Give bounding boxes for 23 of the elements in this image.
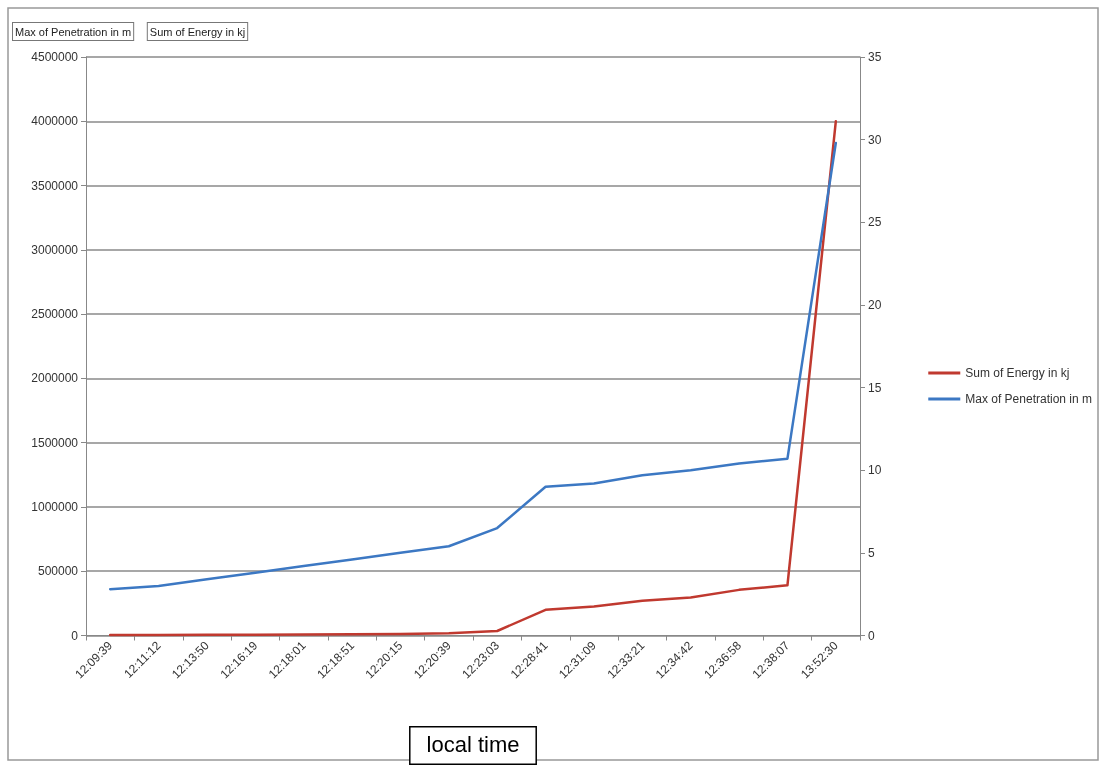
y-tick-label: 2000000 — [31, 371, 79, 386]
y2-tick-label: 20 — [868, 297, 882, 312]
text: Sum of Energy in kj — [149, 25, 246, 38]
y2-tick-label: 15 — [868, 380, 882, 395]
text: Max of Penetration in m — [15, 25, 132, 38]
y2-tick-label: 10 — [868, 463, 882, 478]
y2-tick-label: 5 — [868, 545, 875, 560]
y-tick-label: 3500000 — [31, 178, 79, 193]
y-tick-label: 4000000 — [31, 114, 79, 129]
y-tick-label: 1500000 — [31, 435, 79, 450]
y2-tick-label: 25 — [868, 215, 882, 230]
legend-label: Sum of Energy in kj — [965, 366, 1070, 380]
x-axis-title: local time — [426, 732, 520, 757]
y2-tick-label: 0 — [868, 628, 875, 643]
y-tick-label: 0 — [71, 628, 79, 643]
y2-tick-label: 35 — [868, 50, 882, 64]
y-tick-label: 2500000 — [31, 307, 79, 322]
y2-tick-label: 30 — [868, 132, 882, 147]
legend-label: Max of Penetration in m — [965, 392, 1093, 406]
y-tick-label: 500000 — [37, 564, 79, 579]
y-tick-label: 3000000 — [31, 242, 79, 257]
y-tick-label: 1000000 — [31, 499, 79, 514]
y-tick-label: 4500000 — [31, 50, 79, 64]
